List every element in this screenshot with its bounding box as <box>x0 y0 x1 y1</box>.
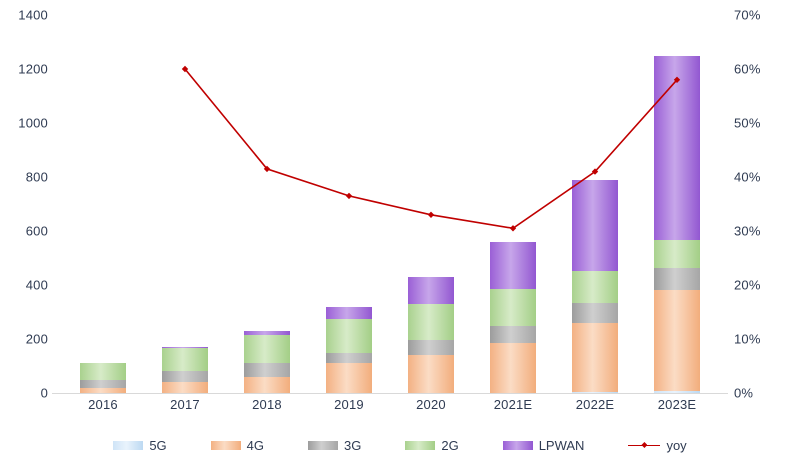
y-right-tick-60: 60% <box>734 61 761 77</box>
y-axis-right: 70% 60% 50% 40% 30% 20% 10% 0% <box>726 0 800 464</box>
bar-segment-2g <box>80 363 126 380</box>
bar-segment-4g <box>244 376 290 393</box>
stacked-bar[interactable] <box>80 363 126 393</box>
bar-segment-4g <box>80 388 126 393</box>
legend-label: yoy <box>666 437 687 453</box>
bar-segment-lpwan <box>326 306 372 319</box>
bar-group <box>62 15 718 393</box>
plot-area <box>62 15 718 393</box>
legend-swatch-icon <box>502 440 533 450</box>
bar-segment-2g <box>654 239 700 269</box>
legend-label: 5G <box>149 437 167 453</box>
bar-segment-lpwan <box>490 241 536 289</box>
legend-line-marker-icon <box>628 440 661 451</box>
y-left-tick-1400: 1400 <box>18 7 48 23</box>
legend-item-5g[interactable]: 5G <box>113 437 167 453</box>
bar-segment-2g <box>244 334 290 364</box>
x-axis-tick-2020: 2020 <box>416 397 446 412</box>
bar-slot <box>636 15 718 393</box>
bar-segment-lpwan <box>654 55 700 240</box>
bar-segment-3g <box>408 340 454 356</box>
legend-label: 2G <box>441 437 459 453</box>
bar-segment-4g <box>408 355 454 393</box>
bar-segment-4g <box>326 363 372 393</box>
bar-segment-3g <box>572 303 618 324</box>
y-left-tick-1200: 1200 <box>18 61 48 77</box>
legend-item-yoy[interactable]: yoy <box>628 437 687 453</box>
y-left-tick-0: 0 <box>40 385 48 401</box>
x-axis-baseline <box>52 393 728 394</box>
y-left-tick-200: 200 <box>25 331 48 347</box>
x-axis-tick-2017: 2017 <box>170 397 200 412</box>
bar-segment-3g <box>162 371 208 383</box>
bar-slot <box>226 15 308 393</box>
stacked-bar[interactable] <box>326 306 372 393</box>
stacked-bar[interactable] <box>162 347 208 393</box>
y-right-tick-40: 40% <box>734 169 761 185</box>
bar-slot <box>390 15 472 393</box>
legend-label: 4G <box>246 437 264 453</box>
legend-swatch-icon <box>210 440 241 450</box>
legend-swatch-icon <box>113 440 144 450</box>
bar-segment-2g <box>162 348 208 372</box>
legend-swatch-icon <box>405 440 436 450</box>
bar-segment-lpwan <box>408 276 454 304</box>
x-axis-tick-2022e: 2022E <box>575 397 615 412</box>
bar-segment-4g <box>162 382 208 393</box>
bar-segment-4g <box>572 323 618 393</box>
bar-segment-3g <box>654 268 700 290</box>
bar-segment-4g <box>654 289 700 391</box>
y-left-tick-600: 600 <box>25 223 48 239</box>
bar-slot <box>144 15 226 393</box>
bar-segment-2g <box>572 271 618 304</box>
bar-segment-lpwan <box>162 347 208 349</box>
x-axis-labels: 2016 2017 2018 2019 2020 2021E 2022E 2023E <box>62 397 718 419</box>
x-axis-tick-2016: 2016 <box>88 397 118 412</box>
legend-label: 3G <box>344 437 362 453</box>
bar-segment-2g <box>490 288 536 326</box>
stacked-bar[interactable] <box>490 241 536 393</box>
legend-item-2g[interactable]: 2G <box>405 437 459 453</box>
stacked-bar[interactable] <box>572 179 618 393</box>
stacked-bar[interactable] <box>654 55 700 393</box>
legend-item-3g[interactable]: 3G <box>308 438 361 453</box>
chart-legend: 5G 4G 3G 2G LPWAN yoy <box>0 432 800 458</box>
y-left-tick-1000: 1000 <box>18 115 48 131</box>
legend-item-lpwan[interactable]: LPWAN <box>502 437 585 453</box>
bar-segment-2g <box>408 303 454 341</box>
bar-slot <box>554 15 636 393</box>
legend-label: LPWAN <box>538 437 585 453</box>
bar-segment-3g <box>326 352 372 364</box>
x-axis-tick-2019: 2019 <box>334 397 364 412</box>
y-left-tick-400: 400 <box>25 277 48 293</box>
stacked-bar[interactable] <box>408 276 454 393</box>
y-right-tick-0: 0% <box>734 385 754 401</box>
bar-segment-lpwan <box>572 179 618 272</box>
bar-segment-lpwan <box>244 330 290 335</box>
y-right-tick-70: 70% <box>734 7 761 23</box>
y-right-tick-10: 10% <box>734 331 761 347</box>
bar-segment-3g <box>80 379 126 389</box>
bar-slot <box>308 15 390 393</box>
bar-segment-5g <box>572 392 618 393</box>
x-axis-tick-2023e: 2023E <box>657 397 697 412</box>
y-right-tick-30: 30% <box>734 223 761 239</box>
stacked-bar[interactable] <box>244 330 290 393</box>
y-left-tick-800: 800 <box>25 169 48 185</box>
y-right-tick-50: 50% <box>734 115 761 131</box>
bar-segment-2g <box>326 318 372 353</box>
legend-item-4g[interactable]: 4G <box>210 437 264 453</box>
bar-slot <box>62 15 144 393</box>
x-axis-tick-2018: 2018 <box>252 397 282 412</box>
bar-segment-3g <box>244 363 290 377</box>
bar-segment-4g <box>490 342 536 393</box>
legend-swatch-icon <box>308 440 338 450</box>
y-axis-left: 1400 1200 1000 800 600 400 200 0 <box>0 0 56 464</box>
x-axis-tick-2021e: 2021E <box>493 397 533 412</box>
bar-segment-5g <box>654 390 700 393</box>
y-right-tick-20: 20% <box>734 277 761 293</box>
bar-slot <box>472 15 554 393</box>
bar-segment-3g <box>490 325 536 343</box>
